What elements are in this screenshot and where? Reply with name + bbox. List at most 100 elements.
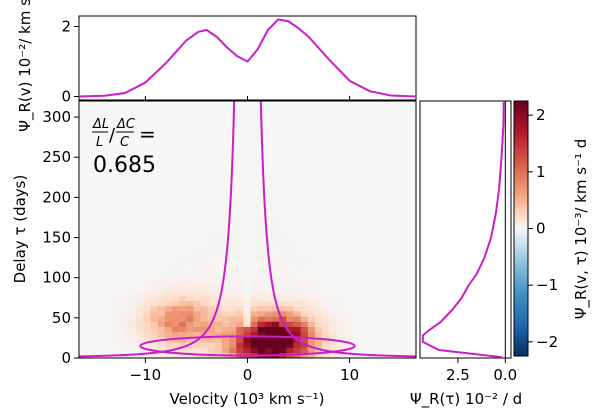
heatmap-cell	[314, 269, 323, 275]
main-xlabel: Velocity (10³ km s⁻¹)	[170, 390, 325, 408]
heatmap-cell	[279, 190, 287, 197]
heatmap-cell	[314, 342, 323, 348]
heatmap-cell	[143, 138, 151, 145]
heatmap-cell	[379, 217, 387, 223]
heatmap-cell	[186, 117, 194, 124]
heatmap-cell	[129, 237, 137, 244]
heatmap-cell	[293, 154, 301, 160]
heatmap-cell	[243, 217, 251, 223]
heatmap-cell	[314, 305, 323, 312]
heatmap-cell	[393, 305, 401, 312]
heatmap-cell	[186, 133, 194, 140]
heatmap-cell	[364, 159, 373, 166]
heatmap-cell	[121, 274, 130, 280]
heatmap-cell	[343, 248, 351, 254]
heatmap-cell	[129, 138, 137, 145]
heatmap-cell	[336, 138, 344, 145]
heatmap-cell	[343, 133, 351, 140]
heatmap-cell	[357, 274, 366, 280]
heatmap-cell	[314, 326, 323, 333]
heatmap-cell	[393, 170, 401, 176]
heatmap-cell	[129, 159, 137, 166]
heatmap-cell	[200, 232, 208, 239]
heatmap-cell	[157, 237, 166, 244]
heatmap-cell	[164, 326, 173, 333]
heatmap-cell	[329, 206, 337, 213]
heatmap-cell	[414, 149, 416, 155]
heatmap-cell	[200, 170, 208, 176]
heatmap-cell	[264, 321, 273, 327]
heatmap-cell	[179, 227, 187, 234]
heatmap-cell	[164, 237, 173, 244]
heatmap-cell	[357, 101, 366, 103]
heatmap-cell	[279, 326, 287, 333]
heatmap-cell	[364, 284, 373, 291]
heatmap-cell	[250, 331, 259, 338]
heatmap-cell	[157, 138, 166, 145]
heatmap-cell	[343, 232, 351, 239]
heatmap-cell	[272, 253, 280, 260]
heatmap-cell	[129, 331, 137, 338]
heatmap-cell	[300, 295, 309, 301]
heatmap-cell	[286, 102, 294, 108]
heatmap-cell	[372, 237, 380, 244]
heatmap-cell	[236, 264, 244, 270]
heatmap-cell	[100, 107, 108, 113]
heatmap-cell	[407, 253, 416, 260]
heatmap-cell	[86, 248, 94, 254]
heatmap-cell	[272, 185, 280, 192]
heatmap-cell	[207, 290, 216, 296]
heatmap-cell	[250, 211, 259, 218]
heatmap-cell	[214, 128, 223, 134]
heatmap-cell	[171, 295, 180, 301]
heatmap-cell	[236, 321, 244, 327]
heatmap-cell	[221, 128, 230, 134]
heatmap-cell	[114, 101, 123, 103]
heatmap-cell	[221, 217, 230, 223]
heatmap-cell	[336, 284, 344, 291]
heatmap-cell	[257, 258, 266, 265]
heatmap-cell	[350, 102, 359, 108]
heatmap-cell	[229, 217, 237, 223]
heatmap-cell	[150, 232, 158, 239]
heatmap-cell	[236, 143, 244, 150]
heatmap-cell	[243, 180, 251, 187]
heatmap-cell	[272, 290, 280, 296]
heatmap-cell	[407, 206, 416, 213]
heatmap-cell	[143, 154, 151, 160]
heatmap-cell	[243, 321, 251, 327]
heatmap-cell	[379, 190, 387, 197]
heatmap-cell	[86, 143, 94, 150]
heatmap-cell	[186, 217, 194, 223]
heatmap-cell	[186, 279, 194, 286]
heatmap-cell	[393, 138, 401, 145]
heatmap-cell	[272, 180, 280, 187]
heatmap-cell	[207, 159, 216, 166]
heatmap-cell	[393, 133, 401, 140]
heatmap-cell	[193, 264, 201, 270]
heatmap-cell	[414, 211, 416, 218]
heatmap-cell	[272, 258, 280, 265]
heatmap-cell	[171, 159, 180, 166]
heatmap-cell	[336, 185, 344, 192]
heatmap-cell	[264, 123, 273, 129]
heatmap-cell	[372, 321, 380, 327]
heatmap-cell	[136, 295, 144, 301]
heatmap-cell	[336, 316, 344, 322]
heatmap-cell	[364, 237, 373, 244]
heatmap-cell	[250, 159, 259, 166]
heatmap-cell	[322, 217, 330, 223]
heatmap-cell	[364, 154, 373, 160]
heatmap-cell	[322, 154, 330, 160]
heatmap-cell	[164, 352, 173, 358]
heatmap-cell	[236, 107, 244, 113]
heatmap-cell	[129, 201, 137, 207]
heatmap-cell	[86, 300, 94, 307]
heatmap-cell	[193, 164, 201, 171]
heatmap-cell	[214, 264, 223, 270]
heatmap-cell	[136, 269, 144, 275]
heatmap-cell	[300, 222, 309, 228]
heatmap-cell	[293, 227, 301, 234]
heatmap-cell	[250, 175, 259, 181]
heatmap-cell	[207, 253, 216, 260]
